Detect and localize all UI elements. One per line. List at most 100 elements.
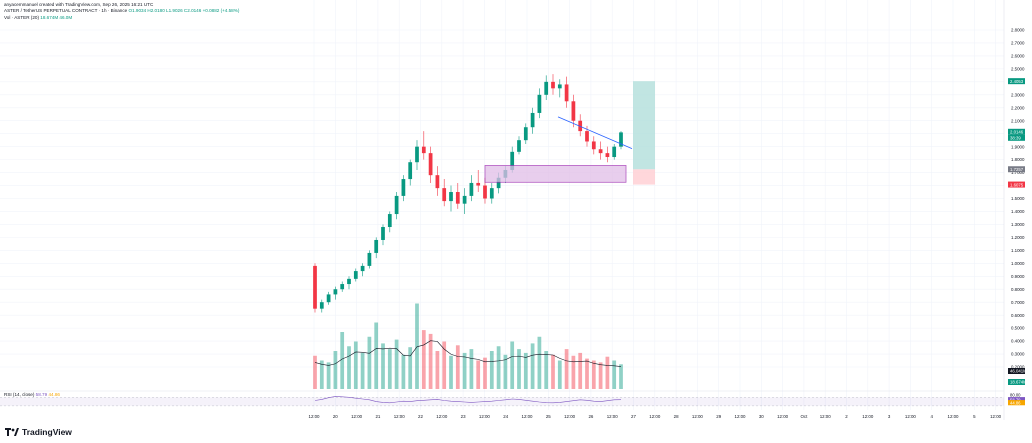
time-tick-label: 12:00 bbox=[905, 414, 917, 419]
volume-bar bbox=[571, 355, 576, 389]
rsi-tag bbox=[1008, 400, 1025, 406]
volume-bar bbox=[428, 333, 433, 389]
price-tag-label: 38:39 bbox=[1010, 135, 1021, 140]
symbol-info[interactable]: ASTER / TetherUS PERPETUAL CONTRACT · 1h… bbox=[4, 8, 128, 14]
price-tick-label: 1.3000 bbox=[1011, 222, 1025, 227]
price-tick-label: 1.5000 bbox=[1011, 196, 1025, 201]
long-position-tool[interactable] bbox=[633, 81, 655, 185]
candle-body bbox=[496, 177, 501, 189]
time-tick-label: 26 bbox=[588, 414, 593, 419]
price-tick-label: 0.6000 bbox=[1011, 313, 1025, 318]
candle-body bbox=[394, 195, 399, 215]
price-tick-label: 1.9000 bbox=[1011, 144, 1025, 149]
time-tick-label: 12:00 bbox=[564, 414, 576, 419]
candle-body bbox=[401, 179, 406, 196]
volume-label[interactable]: Vol · ASTER (20) bbox=[4, 14, 39, 20]
volume-bar bbox=[387, 349, 392, 389]
candle-body bbox=[489, 188, 494, 199]
rsi-label[interactable]: RSI (14, close) bbox=[4, 392, 35, 397]
support-box[interactable] bbox=[484, 165, 627, 183]
rsi-value: 58.79 bbox=[35, 392, 48, 397]
rsi-extra: 44.86 bbox=[48, 392, 60, 397]
logo-text: TradingView bbox=[22, 427, 72, 437]
candle-body bbox=[544, 81, 549, 95]
candle-body bbox=[428, 153, 433, 176]
candle-body bbox=[483, 185, 487, 199]
candle-body bbox=[381, 227, 385, 240]
time-tick-label: 24 bbox=[503, 414, 508, 419]
price-tag-label: 1.7257 bbox=[1010, 167, 1024, 172]
candle-body bbox=[360, 265, 365, 272]
volume-bar bbox=[598, 362, 603, 389]
candle-body bbox=[455, 192, 460, 204]
price-tag-label: 2.0146 bbox=[1010, 129, 1024, 134]
price-tag-label: 18.674M bbox=[1010, 380, 1027, 385]
candle-body bbox=[421, 146, 426, 154]
candle-body bbox=[578, 120, 583, 132]
volume-bar bbox=[612, 360, 617, 389]
volume-bar bbox=[421, 330, 426, 389]
price-tag bbox=[1008, 181, 1025, 188]
volume-bar bbox=[619, 364, 623, 389]
candle-body bbox=[367, 252, 372, 266]
candle-body bbox=[517, 140, 521, 152]
rsi-band bbox=[0, 397, 1004, 406]
time-tick-label: 12:00 bbox=[948, 414, 960, 419]
rsi-legend: RSI (14, close) 58.79 44.86 bbox=[4, 392, 60, 397]
candle-body bbox=[476, 182, 481, 186]
volume-bar bbox=[517, 349, 521, 389]
price-tag bbox=[1008, 134, 1025, 141]
price-tag-label: 1.6075 bbox=[1010, 182, 1024, 187]
volume-bar bbox=[544, 351, 549, 389]
time-tick-label: 12:00 bbox=[607, 414, 619, 419]
candle-body bbox=[374, 239, 379, 253]
price-tag bbox=[1008, 78, 1025, 85]
candle-body bbox=[564, 84, 569, 102]
trendline[interactable] bbox=[557, 116, 633, 149]
time-tick-label: 21 bbox=[375, 414, 380, 419]
support-rectangle[interactable] bbox=[484, 165, 627, 183]
volume-bar bbox=[340, 332, 345, 389]
chart-header: anyacemmanuel created with TradingView.c… bbox=[4, 2, 239, 21]
volume-bar bbox=[585, 358, 589, 389]
price-tick-label: 2.5000 bbox=[1011, 66, 1025, 71]
time-tick-label: 3 bbox=[888, 414, 891, 419]
volume-bar bbox=[578, 352, 583, 389]
time-tick-label: 4 bbox=[930, 414, 933, 419]
candle-body bbox=[387, 214, 392, 228]
time-tick-label: 12:00 bbox=[436, 414, 448, 419]
price-tick-label: 1.8000 bbox=[1011, 157, 1025, 162]
time-tick-label: 12:00 bbox=[777, 414, 789, 419]
time-tick-label: 5 bbox=[973, 414, 976, 419]
volume-bar bbox=[476, 360, 481, 389]
volume-values: 18.674M 46.0M bbox=[40, 14, 73, 20]
target-zone[interactable] bbox=[633, 81, 655, 170]
candle-body bbox=[347, 278, 351, 285]
tradingview-logo[interactable]: TradingView bbox=[5, 427, 72, 437]
price-tick-label: 0.9000 bbox=[1011, 274, 1025, 279]
time-tick-label: 22 bbox=[418, 414, 423, 419]
volume-bar bbox=[537, 336, 542, 389]
volume-bar bbox=[435, 351, 440, 389]
price-axis[interactable]: 2.80002.70002.60002.50002.40002.30002.20… bbox=[1003, 0, 1027, 420]
volume-bar bbox=[462, 352, 467, 389]
time-tick-label: 2 bbox=[845, 414, 848, 419]
stop-zone[interactable] bbox=[633, 169, 655, 185]
time-tick-label: 25 bbox=[546, 414, 551, 419]
candle-body bbox=[326, 294, 331, 303]
candle-body bbox=[462, 195, 467, 204]
rsi-tag bbox=[1008, 397, 1025, 403]
candle-body bbox=[619, 132, 623, 147]
volume-bar bbox=[408, 347, 413, 389]
volume-bar bbox=[530, 343, 535, 389]
trendline-line[interactable] bbox=[557, 116, 633, 149]
time-axis[interactable]: 12:00 20 12:00 21 12:00 22 12:00 23 12:00 24 12:00… bbox=[309, 414, 1002, 419]
time-tick-label: 12:00 bbox=[990, 414, 1002, 419]
candle-body bbox=[612, 146, 617, 158]
candle-body bbox=[557, 84, 562, 89]
volume-bar bbox=[381, 343, 385, 389]
price-tag-label: 2.4053 bbox=[1010, 79, 1024, 84]
price-tag bbox=[1008, 128, 1025, 135]
time-tick-label: 12:00 bbox=[649, 414, 661, 419]
